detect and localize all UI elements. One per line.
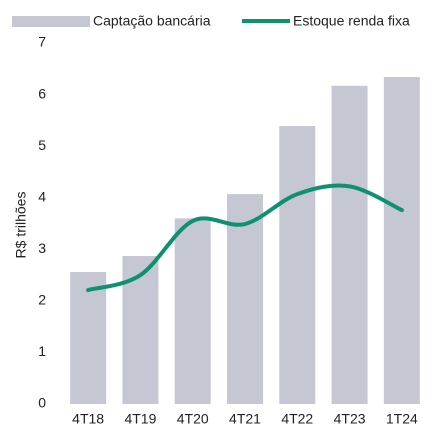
bar [331,85,368,404]
y-tick-label: 2 [38,292,46,308]
y-tick-label: 0 [38,395,46,411]
y-axis-label: R$ trilhões [13,192,29,259]
x-tick-label: 4T21 [229,411,261,427]
bar [279,126,316,404]
line [86,183,404,293]
x-tick-label: 4T23 [334,411,366,427]
bar [174,218,211,404]
x-tick-label: 4T19 [124,411,156,427]
legend-label: Estoque renda fixa [293,13,410,29]
y-tick-label: 7 [38,34,46,50]
x-tick-label: 4T18 [72,411,104,427]
x-tick-label: 4T22 [281,411,313,427]
y-tick-label: 4 [38,188,46,204]
y-tick-label: 6 [38,85,46,101]
y-tick-label: 5 [38,137,46,153]
bar [122,255,159,404]
legend-swatch [12,16,90,27]
bar [70,271,107,404]
y-tick-label: 1 [38,343,46,359]
x-tick-label: 4T20 [177,411,209,427]
bar [227,194,263,404]
legend-label: Captação bancária [93,13,211,29]
bar [383,77,420,404]
y-tick-label: 3 [38,240,46,256]
x-tick-label: 1T24 [386,411,418,427]
